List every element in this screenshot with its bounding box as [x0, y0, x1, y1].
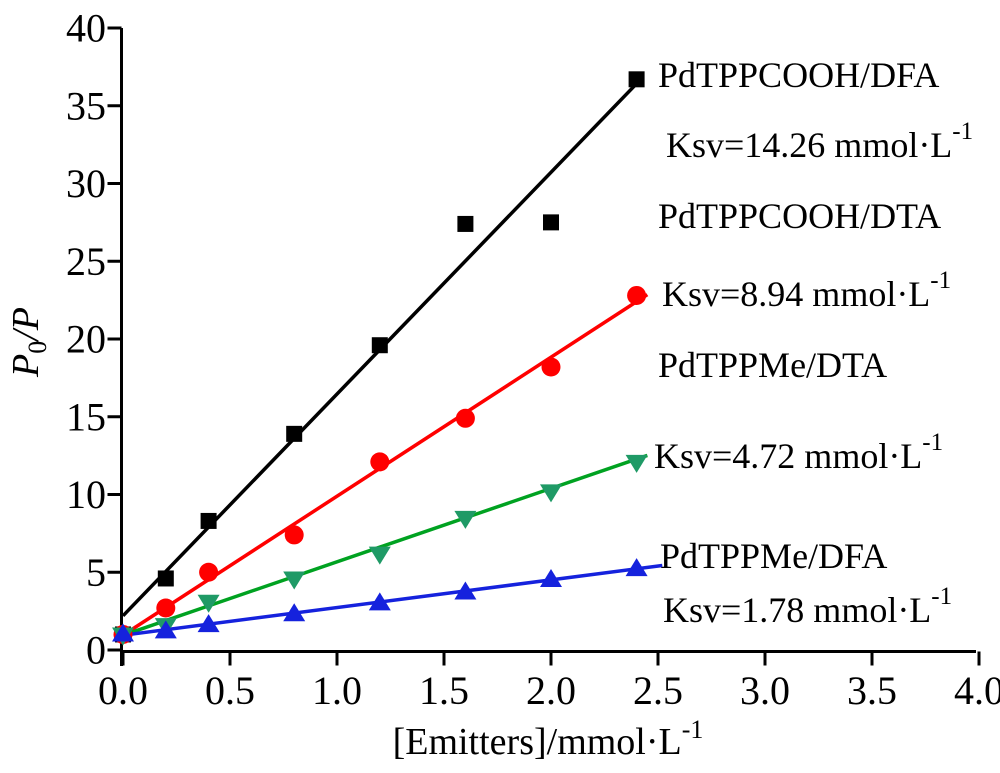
x-tick-label: 2.5 [633, 668, 683, 713]
data-point-triangle-up [368, 592, 391, 611]
data-point-circle [627, 285, 647, 305]
y-tick-label: 15 [66, 394, 106, 439]
x-tick-label: 2.0 [526, 668, 576, 713]
annotation-label: Ksv=4.72 mmol·L-1 [654, 429, 943, 477]
x-tick-label: 0.0 [98, 668, 148, 713]
data-point-square [543, 214, 559, 231]
data-point-square [371, 337, 388, 354]
data-point-triangle-down [283, 571, 306, 590]
data-point-triangle-down [625, 454, 648, 473]
data-point-square [457, 215, 474, 232]
x-tick-label: 3.0 [740, 668, 790, 713]
data-point-square [157, 570, 174, 587]
data-point-triangle-up [112, 623, 134, 642]
annotation-label: Ksv=8.94 mmol·L-1 [662, 267, 951, 315]
annotation-label: PdTPPMe/DFA [660, 536, 887, 576]
annotation-label: PdTPPCOOH/DTA [658, 196, 941, 236]
y-axis-title: P0/P [5, 307, 52, 378]
y-tick-label: 25 [66, 239, 106, 284]
annotation-label: Ksv=14.26 mmol·L-1 [666, 118, 973, 166]
annotation-label: PdTPPCOOH/DFA [658, 55, 939, 95]
y-tick-label: 20 [66, 317, 106, 362]
x-axis-title: [Emitters]/mmol·L-1 [393, 715, 704, 763]
data-point-triangle-down [368, 546, 391, 565]
data-point-triangle-down [540, 484, 562, 503]
data-point-triangle-down [197, 594, 220, 613]
data-point-circle [370, 452, 390, 472]
x-tick-label: 3.5 [847, 668, 897, 713]
data-point-triangle-up [197, 614, 220, 633]
annotation-label: PdTPPMe/DTA [658, 345, 887, 385]
data-point-triangle-up [454, 581, 477, 600]
data-point-circle [455, 408, 475, 428]
data-point-square [200, 512, 217, 529]
y-tick-label: 35 [66, 83, 106, 128]
data-point-triangle-up [283, 603, 306, 622]
data-point-circle [199, 562, 219, 582]
data-point-square [628, 71, 645, 88]
data-point-triangle-up [154, 620, 177, 639]
data-point-circle [541, 357, 561, 377]
y-tick-label: 5 [86, 550, 106, 595]
data-point-circle [156, 598, 176, 618]
data-point-square [286, 425, 303, 442]
y-tick-label: 30 [66, 161, 106, 206]
x-tick-label: 1.5 [419, 668, 469, 713]
data-point-triangle-up [540, 569, 562, 588]
data-point-circle [284, 525, 304, 545]
x-tick-label: 0.5 [205, 668, 255, 713]
x-tick-label: 1.0 [312, 668, 362, 713]
data-point-triangle-down [454, 510, 477, 529]
annotation-label: Ksv=1.78 mmol·L-1 [663, 583, 952, 631]
y-tick-label: 10 [66, 472, 106, 517]
y-tick-label: 40 [66, 6, 106, 51]
x-tick-label: 4.0 [954, 668, 1000, 713]
y-tick-label: 0 [86, 628, 106, 673]
data-point-triangle-up [625, 558, 648, 577]
